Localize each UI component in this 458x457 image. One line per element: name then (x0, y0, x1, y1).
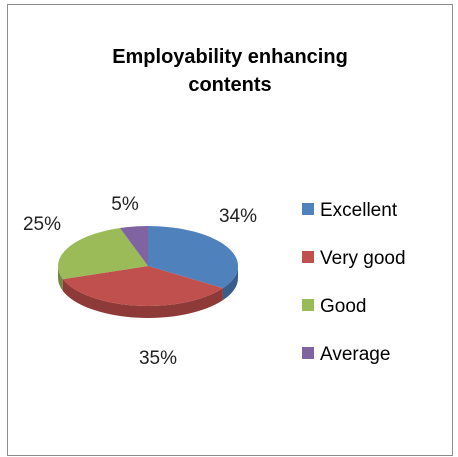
pie-slice-side-good (58, 266, 63, 292)
legend-swatch-average (302, 347, 314, 359)
chart-title: Employability enhancing contents (8, 43, 452, 99)
pie-label-excellent: 34% (219, 206, 257, 227)
legend-swatch-good (302, 299, 314, 311)
pie-top-layer (57, 226, 238, 306)
pie-slice-average (119, 226, 148, 266)
pie-slice-excellent (148, 226, 238, 289)
pie-label-layer: 34% 35% 25% 5% (23, 194, 257, 369)
pie-label-average: 5% (111, 194, 139, 215)
pie-slice-good (57, 227, 148, 280)
chart-title-line-1: Employability enhancing (112, 46, 348, 68)
legend-label-good: Good (320, 296, 366, 317)
pie-side-layer (58, 266, 238, 318)
pie-slice-side-excellent (222, 266, 238, 301)
chart-title-line-2: contents (188, 74, 272, 96)
legend-swatch-very-good (302, 251, 314, 263)
legend-swatch-excellent (302, 203, 314, 215)
chart-frame: Employability enhancing contents (7, 4, 453, 456)
pie-slice-very-good (62, 266, 223, 306)
pie-label-very-good: 35% (139, 348, 177, 369)
legend: Excellent Very good Good Average (302, 200, 406, 365)
pie-label-good: 25% (23, 214, 61, 235)
legend-label-excellent: Excellent (320, 200, 398, 221)
legend-label-average: Average (320, 344, 390, 365)
legend-label-very-good: Very good (320, 248, 406, 269)
pie-slice-side-very-good (62, 279, 223, 318)
